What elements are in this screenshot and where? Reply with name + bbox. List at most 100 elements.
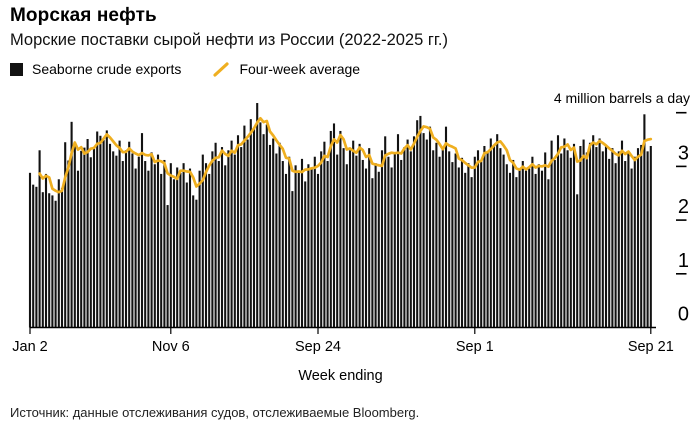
bar <box>198 170 201 328</box>
bar <box>294 165 297 328</box>
bar <box>649 145 652 328</box>
bar <box>515 177 518 328</box>
bar <box>604 144 608 328</box>
bar <box>112 151 115 328</box>
y-tick-label: 2 <box>678 196 689 218</box>
bar <box>150 152 153 328</box>
y-axis-unit-label: 4 million barrels a day <box>553 90 690 106</box>
bar <box>390 167 393 328</box>
bar <box>192 195 195 328</box>
bar <box>336 154 339 328</box>
bar <box>204 163 208 328</box>
bar <box>249 119 252 328</box>
bar <box>291 191 294 328</box>
four-week-average-line <box>38 116 653 194</box>
bar <box>35 186 38 328</box>
bar <box>272 138 275 328</box>
bar <box>355 155 358 328</box>
bar <box>592 135 595 328</box>
bar <box>496 134 499 328</box>
bar <box>457 167 460 328</box>
bar <box>220 147 224 328</box>
bar <box>284 173 288 328</box>
bar <box>195 199 198 328</box>
bar-series-swatch-icon <box>10 62 23 76</box>
bar <box>316 173 320 328</box>
bar <box>486 152 489 328</box>
bar <box>403 147 406 328</box>
bar <box>118 140 121 328</box>
bar <box>278 142 281 328</box>
bar <box>566 150 569 328</box>
bar <box>73 145 76 328</box>
bar <box>582 139 585 328</box>
bar <box>86 139 89 328</box>
bar <box>348 150 352 328</box>
bar <box>32 184 35 328</box>
bar <box>38 150 41 328</box>
bar <box>339 130 342 328</box>
bar <box>265 124 268 328</box>
bar <box>643 114 646 328</box>
legend-bar-label: Seaborne crude exports <box>32 61 182 77</box>
bar <box>230 140 233 328</box>
x-tick-label: Sep 21 <box>628 339 674 355</box>
bar <box>172 179 176 328</box>
bar <box>57 179 60 328</box>
bar <box>182 163 185 328</box>
bar <box>601 151 604 328</box>
bar <box>131 153 134 328</box>
bar <box>553 159 556 328</box>
bar <box>508 172 512 328</box>
bar <box>80 150 83 328</box>
bar <box>304 181 307 328</box>
bar <box>320 151 323 328</box>
bar <box>518 168 521 328</box>
bar <box>208 173 211 328</box>
bar <box>326 161 329 328</box>
bar <box>185 182 188 328</box>
bar <box>236 135 240 328</box>
bar <box>217 161 220 328</box>
bar <box>352 140 355 328</box>
bar <box>60 187 64 328</box>
bar <box>243 125 246 328</box>
bar <box>585 152 588 328</box>
bar <box>419 115 422 328</box>
bar <box>441 147 444 328</box>
bar <box>268 144 272 328</box>
bar <box>624 161 627 328</box>
bar <box>556 135 560 328</box>
bar <box>544 152 547 328</box>
bar <box>384 136 387 328</box>
bar <box>156 154 160 328</box>
bar <box>108 143 112 328</box>
bar <box>611 148 614 328</box>
bar <box>233 154 236 328</box>
bar <box>531 156 534 328</box>
bar <box>371 178 374 328</box>
bar <box>310 168 313 328</box>
bar <box>179 172 182 328</box>
bar <box>262 134 265 328</box>
bar <box>492 144 496 328</box>
bar <box>252 128 256 328</box>
bar <box>147 170 150 328</box>
bar <box>246 139 249 328</box>
bar <box>300 158 304 328</box>
bar <box>422 133 425 328</box>
bar <box>460 157 464 328</box>
page-title: Морская нефть <box>10 5 157 26</box>
bar <box>364 168 368 328</box>
x-tick-label: Sep 1 <box>456 339 494 355</box>
bar <box>368 148 371 328</box>
bar <box>345 164 348 328</box>
legend: Seaborne crude exports Four-week average <box>10 61 360 77</box>
bar <box>547 179 550 328</box>
line-series-slash-icon <box>213 61 230 77</box>
bar <box>406 139 409 328</box>
bar <box>134 168 137 328</box>
bar <box>307 164 310 328</box>
x-axis-title: Week ending <box>298 368 383 384</box>
